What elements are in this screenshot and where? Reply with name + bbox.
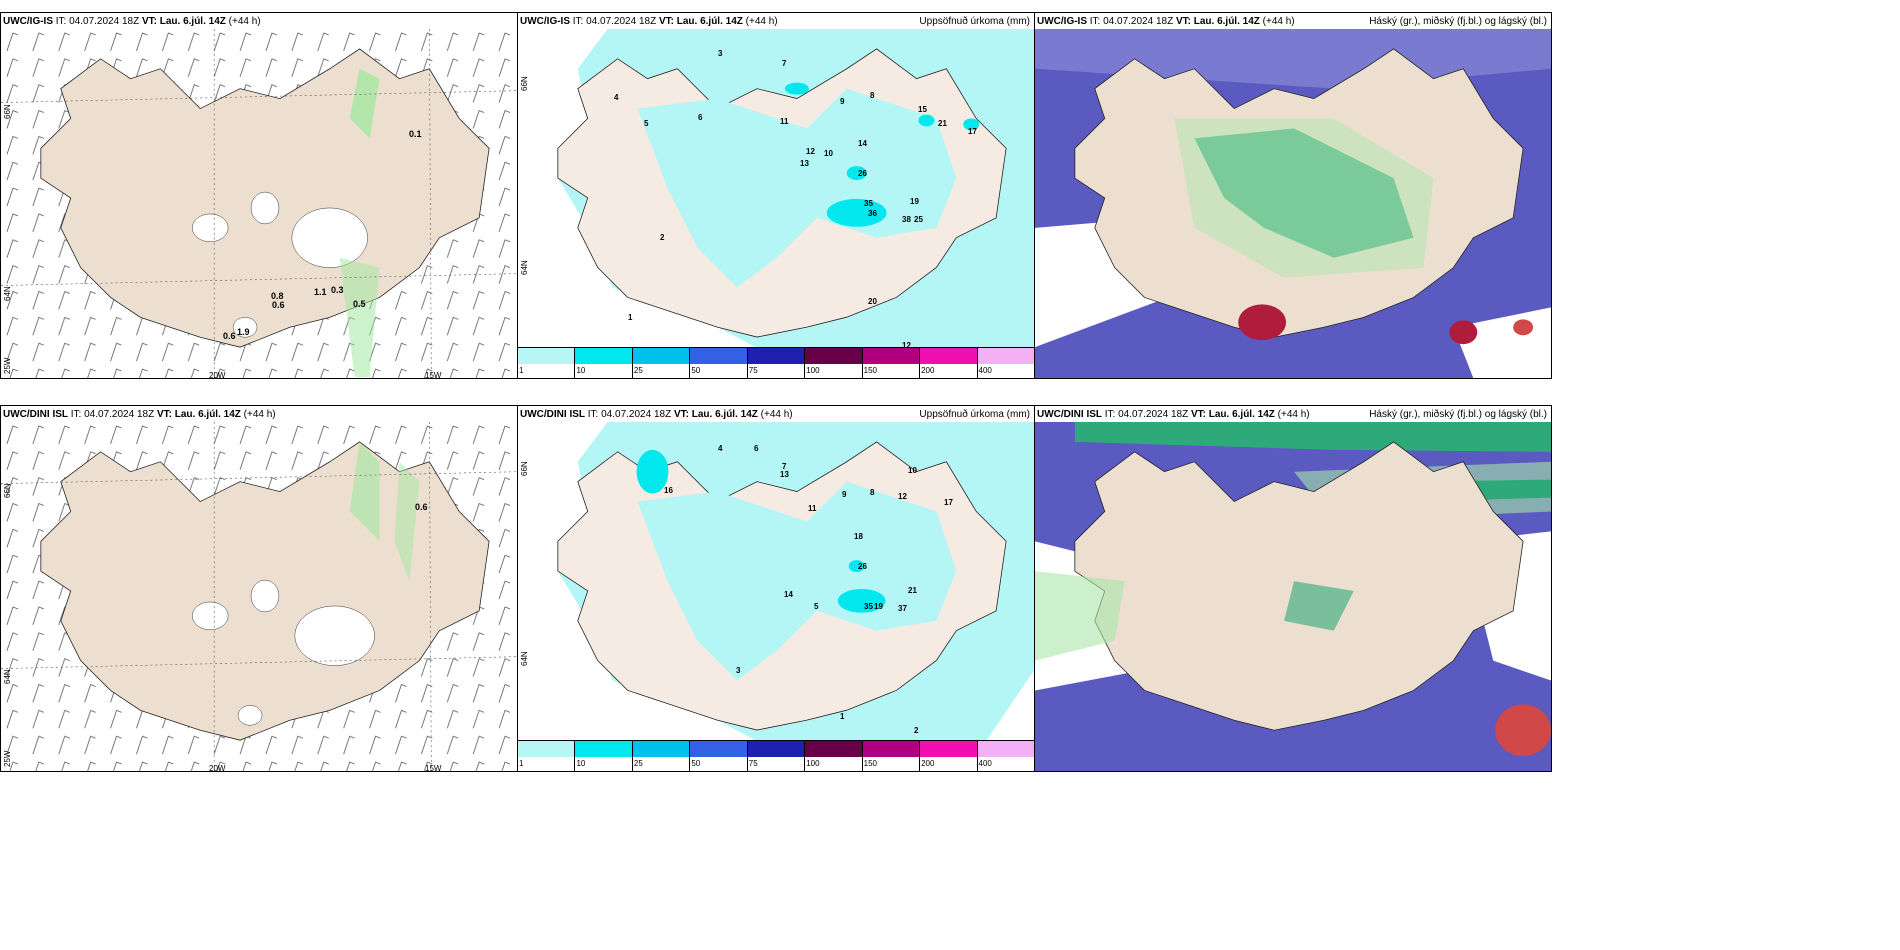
precip-value: 9 (842, 490, 847, 499)
lat-label-66: 66N (520, 461, 529, 476)
wind-value: 0.6 (223, 331, 236, 341)
precip-value: 3 (736, 666, 741, 675)
precip-value: 26 (858, 562, 867, 571)
precip-value: 11 (780, 117, 789, 126)
lon-label-25: 25W (3, 357, 12, 374)
wind-value: 0.3 (331, 285, 344, 295)
wind-map-dini: UWC/DINI ISL IT: 04.07.2024 18Z VT: Lau.… (0, 405, 518, 772)
lat-label-66: 66N (520, 76, 529, 91)
precip-value: 2 (660, 233, 665, 242)
precip-value: 8 (870, 488, 875, 497)
cloud-map-dini: UWC/DINI ISL IT: 04.07.2024 18Z VT: Lau.… (1034, 405, 1552, 772)
map-area[interactable]: 66N 64N 3 7 9 10 8 6 11 12 15 13 14 26 1… (518, 29, 1034, 350)
precip-value: 3 (718, 49, 723, 58)
precip-value: 21 (908, 586, 917, 595)
map-area[interactable]: 66N 64N 4 6 7 9 10 8 12 11 13 16 18 26 1… (518, 422, 1034, 741)
precip-value: 10 (908, 466, 917, 475)
wind-value: 1.1 (314, 287, 327, 297)
precip-value: 5 (644, 119, 649, 128)
precip-value: 12 (902, 341, 911, 350)
precip-value: 8 (870, 91, 875, 100)
panel-subtitle: Háský (gr.), miðský (fj.bl.) og lágský (… (1369, 16, 1547, 27)
precip-value: 14 (858, 139, 867, 148)
panel-subtitle: Uppsöfnuð úrkoma (mm) (919, 409, 1030, 420)
precip-value: 13 (780, 470, 789, 479)
precip-value: 15 (918, 105, 927, 114)
lat-label-64: 64N (3, 669, 12, 684)
precip-value: 4 (614, 93, 619, 102)
lat-label-66: 66N (3, 104, 12, 119)
precip-value: 12 (806, 147, 815, 156)
precip-value: 9 (840, 97, 845, 106)
lat-label-64: 64N (520, 651, 529, 666)
precip-value: 38 (902, 215, 911, 224)
lon-label-20: 20W (209, 764, 226, 772)
wind-value: 0.1 (409, 129, 422, 139)
precip-value: 26 (858, 169, 867, 178)
precip-value: 6 (754, 444, 759, 453)
precip-value: 35 (864, 602, 873, 611)
precip-map-ig-is: UWC/IG-IS IT: 04.07.2024 18Z VT: Lau. 6.… (517, 12, 1035, 379)
precip-value: 7 (782, 59, 787, 68)
precip-value: 37 (898, 604, 907, 613)
map-area[interactable] (1035, 422, 1551, 771)
panel-subtitle: Uppsöfnuð úrkoma (mm) (919, 16, 1030, 27)
lat-label-64: 64N (3, 286, 12, 301)
panel-title: UWC/DINI ISL IT: 04.07.2024 18Z VT: Lau.… (1037, 409, 1310, 420)
panel-subtitle: Háský (gr.), miðský (fj.bl.) og lágský (… (1369, 409, 1547, 420)
precip-map-dini: UWC/DINI ISL IT: 04.07.2024 18Z VT: Lau.… (517, 405, 1035, 772)
wind-value: 1.9 (237, 327, 250, 337)
panel-title: UWC/IG-IS IT: 04.07.2024 18Z VT: Lau. 6.… (3, 16, 261, 27)
precip-value: 16 (664, 486, 673, 495)
wind-map-ig-is: UWC/IG-IS IT: 04.07.2024 18Z VT: Lau. 6.… (0, 12, 518, 379)
panel-title: UWC/DINI ISL IT: 04.07.2024 18Z VT: Lau.… (3, 409, 276, 420)
wind-value: 0.5 (353, 299, 366, 309)
precip-value: 11 (808, 504, 817, 513)
precip-legend: 1 10 25 50 75 100 150 200 400 (518, 347, 1034, 378)
precip-value: 5 (814, 602, 819, 611)
precip-value: 18 (854, 532, 863, 541)
wind-value: 0.6 (415, 502, 428, 512)
panel-title: UWC/IG-IS IT: 04.07.2024 18Z VT: Lau. 6.… (1037, 16, 1295, 27)
wind-value: 0.6 (272, 300, 285, 310)
lon-label-25: 25W (3, 750, 12, 767)
precip-value: 10 (824, 149, 833, 158)
lon-label-15: 15W (425, 371, 442, 379)
precip-value: 36 (868, 209, 877, 218)
map-area[interactable] (1035, 29, 1551, 378)
lat-label-64: 64N (520, 260, 529, 275)
precip-legend: 1 10 25 50 75 100 150 200 400 (518, 740, 1034, 771)
precip-value: 25 (914, 215, 923, 224)
precip-value: 17 (944, 498, 953, 507)
precip-value: 19 (874, 602, 883, 611)
precip-value: 7 (782, 462, 787, 471)
precip-value: 1 (840, 712, 845, 721)
wind-value: 0.8 (271, 291, 284, 301)
precip-value: 6 (698, 113, 703, 122)
precip-value: 19 (910, 197, 919, 206)
lat-label-66: 66N (3, 483, 12, 498)
precip-value: 13 (800, 159, 809, 168)
lon-label-20: 20W (209, 371, 226, 379)
panel-title: UWC/IG-IS IT: 04.07.2024 18Z VT: Lau. 6.… (520, 16, 778, 27)
panel-title: UWC/DINI ISL IT: 04.07.2024 18Z VT: Lau.… (520, 409, 793, 420)
precip-value: 2 (914, 726, 919, 735)
precip-value: 35 (864, 199, 873, 208)
precip-value: 21 (938, 119, 947, 128)
lon-label-15: 15W (425, 764, 442, 772)
precip-value: 14 (784, 590, 793, 599)
precip-value: 20 (868, 297, 877, 306)
precip-value: 17 (968, 127, 977, 136)
precip-value: 4 (718, 444, 723, 453)
precip-value: 12 (898, 492, 907, 501)
map-area[interactable]: 66N 64N 25W 20W 15W 0.8 0.6 1.1 0.3 0.5 … (1, 29, 517, 378)
map-area[interactable]: 66N 64N 25W 20W 15W 0.6 (1, 422, 517, 771)
cloud-map-ig-is: UWC/IG-IS IT: 04.07.2024 18Z VT: Lau. 6.… (1034, 12, 1552, 379)
precip-value: 1 (628, 313, 633, 322)
